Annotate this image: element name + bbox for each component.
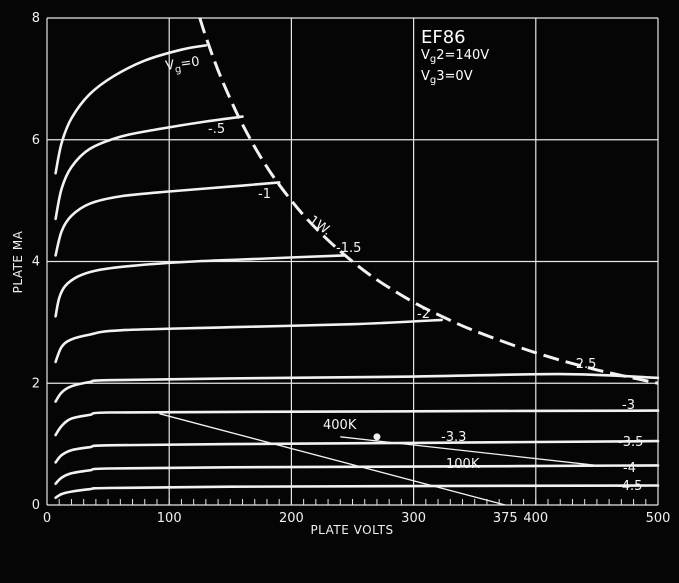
subtitle-vg2: Vg2=140V: [421, 48, 489, 65]
y-tick-label-8: 8: [32, 11, 40, 26]
series-label-1: -.5: [208, 122, 225, 137]
series-label-3: -1.5: [336, 241, 361, 256]
series-label-9: -4.5: [617, 479, 642, 494]
y-tick-label-2: 2: [32, 376, 40, 391]
x-axis-label: PLATE VOLTS: [310, 523, 393, 537]
operating-point-marker: [373, 433, 381, 441]
load-line-0: [159, 413, 506, 506]
series-label-2: -1: [258, 187, 271, 202]
series-line-9: [54, 484, 660, 499]
dissipation-curve-line: [198, 17, 659, 385]
x-tick-label-500: 500: [646, 511, 671, 526]
series-line-3: [54, 254, 346, 318]
chart-title: EF86: [421, 27, 466, 48]
x-tick-label-100: 100: [157, 511, 182, 526]
series-label-7: -3.5: [618, 435, 643, 450]
series-line-6: [54, 409, 660, 437]
tick-labels: 0 100 200 300 400 500 375 0 2 4 6 8: [32, 11, 671, 526]
y-tick-label-6: 6: [32, 133, 40, 148]
load-line-1: [340, 436, 597, 467]
series-line-0: [54, 44, 208, 175]
operating-point-label: -3.3: [441, 430, 466, 445]
y-tick-label-0: 0: [32, 498, 40, 513]
label-vg0: Vg=0: [164, 54, 201, 77]
series-line-8: [54, 464, 660, 485]
x-tick-label-400: 400: [523, 511, 548, 526]
subtitle-vg3: Vg3=0V: [421, 69, 473, 86]
x-tick-label-375: 375: [493, 511, 518, 526]
series-line-1: [54, 115, 244, 221]
series-label-4: -2: [417, 307, 430, 322]
series-label-6: -3: [622, 398, 635, 413]
x-tick-label-200: 200: [279, 511, 304, 526]
load-line-label-1: 400K: [323, 418, 357, 433]
x-tick-label-0: 0: [43, 511, 51, 526]
chart-extras: -.5 -1 -1.5 -2 -2.5 -3 -3.5 -4 -4.5 -3.3 1W. 100K 40…: [208, 122, 643, 494]
y-axis-label: PLATE MA: [11, 230, 25, 293]
plate-curves: [54, 17, 660, 506]
series-label-5: -2.5: [571, 357, 596, 372]
series-label-8: -4: [623, 461, 636, 476]
series-line-4: [54, 318, 443, 364]
dissipation-curve-label: 1W.: [306, 213, 334, 239]
y-tick-label-4: 4: [32, 255, 40, 270]
x-tick-label-300: 300: [401, 511, 426, 526]
series-line-7: [54, 439, 660, 464]
load-line-label-0: 100K: [446, 457, 480, 472]
series-line-2: [54, 181, 281, 257]
series-line-5: [54, 372, 660, 403]
